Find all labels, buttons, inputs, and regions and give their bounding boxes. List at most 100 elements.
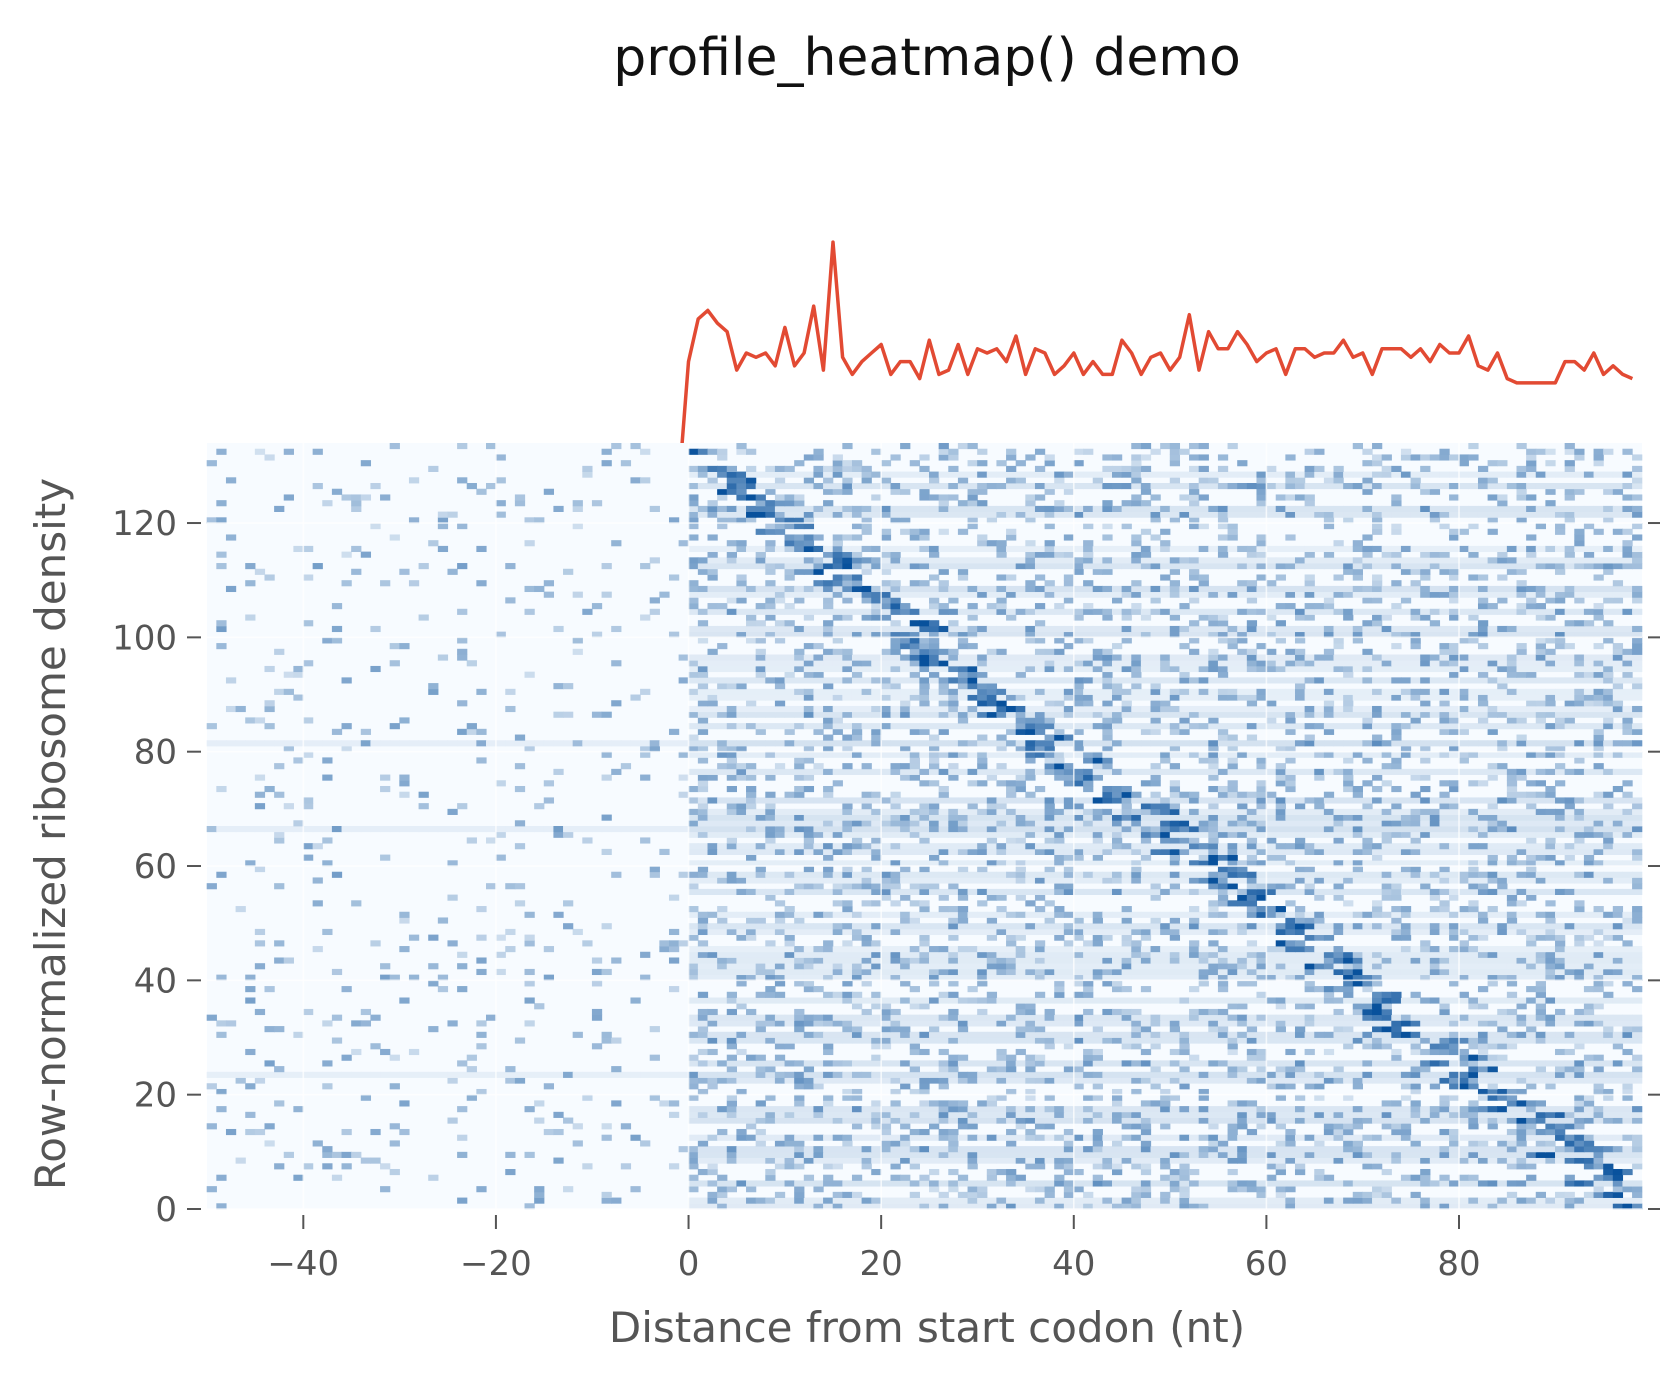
heatmap-cell <box>1439 997 1450 1004</box>
heatmap-cell <box>948 1111 959 1118</box>
heatmap-cell <box>1516 1088 1527 1096</box>
heatmap-cell <box>1516 968 1527 976</box>
heatmap-cell <box>1583 1111 1595 1118</box>
heatmap-cell <box>1449 923 1460 930</box>
heatmap-cell <box>1179 831 1190 838</box>
heatmap-cell <box>1362 963 1373 970</box>
heatmap-cell <box>1487 1088 1498 1096</box>
heatmap-cell <box>1381 1111 1392 1118</box>
heatmap-cell <box>996 968 1007 976</box>
heatmap-cell <box>765 848 776 855</box>
heatmap-cell <box>245 974 256 981</box>
heatmap-cell <box>1506 997 1518 1004</box>
heatmap-cell <box>1054 1197 1065 1204</box>
heatmap-cell <box>765 946 776 953</box>
heatmap-cell <box>1044 1117 1055 1124</box>
heatmap-cell <box>900 997 911 1004</box>
heatmap-cell <box>919 843 930 850</box>
heatmap-cell <box>476 1088 487 1096</box>
heatmap-cell <box>514 883 526 890</box>
heatmap-cell <box>1189 1146 1200 1153</box>
heatmap-cell <box>331 871 343 878</box>
heatmap-cell <box>1015 1026 1026 1033</box>
heatmap-cell <box>1400 1083 1412 1090</box>
heatmap-cell <box>1073 877 1084 884</box>
heatmap-cell <box>649 826 660 833</box>
heatmap-cell <box>1006 877 1017 884</box>
heatmap-cell <box>1622 957 1633 964</box>
heatmap-cell <box>1487 1117 1498 1124</box>
heatmap-cell <box>447 808 458 815</box>
heatmap-cell <box>1372 900 1383 907</box>
heatmap-cell <box>293 1071 304 1078</box>
heatmap-cell <box>1131 820 1142 827</box>
heatmap-cell <box>938 1157 949 1164</box>
heatmap-cell <box>1169 923 1181 930</box>
heatmap-cell <box>871 860 882 867</box>
heatmap-cell <box>1275 843 1286 850</box>
heatmap-cell <box>803 1071 815 1078</box>
heatmap-cell <box>861 1020 872 1027</box>
heatmap-cell <box>977 900 988 907</box>
heatmap-cell <box>977 1060 988 1067</box>
heatmap-cell <box>1198 1111 1209 1118</box>
heatmap-cell <box>823 974 834 981</box>
heatmap-cell <box>1112 1100 1123 1107</box>
heatmap-cell <box>1506 1111 1518 1118</box>
heatmap-cell <box>1352 826 1363 833</box>
heatmap-cell <box>1150 860 1161 867</box>
heatmap-cell <box>1006 814 1017 821</box>
heatmap-cell <box>1237 871 1248 878</box>
heatmap-cell <box>1054 888 1065 895</box>
heatmap-cell <box>1054 997 1065 1004</box>
heatmap-cell <box>996 1048 1007 1056</box>
heatmap-cell <box>1516 1197 1527 1204</box>
heatmap-cell <box>1169 883 1181 890</box>
heatmap-cell <box>1603 848 1614 855</box>
heatmap-cell <box>794 1180 805 1187</box>
heatmap-cell <box>851 934 863 941</box>
heatmap-cell <box>1410 963 1421 970</box>
heatmap-cell <box>832 974 843 981</box>
heatmap-cell <box>1227 866 1238 873</box>
heatmap-cell <box>659 1071 670 1078</box>
heatmap-cell <box>1381 877 1392 884</box>
heatmap-cell <box>322 837 333 844</box>
heatmap-cell <box>1506 1151 1518 1158</box>
heatmap-cell <box>717 1031 728 1038</box>
heatmap-cell <box>360 826 372 833</box>
heatmap-cell <box>1092 1094 1103 1101</box>
heatmap-cell <box>1487 1094 1498 1101</box>
heatmap-cell <box>1526 1197 1537 1204</box>
heatmap-cell <box>1497 820 1508 827</box>
heatmap-cell <box>813 963 824 970</box>
heatmap-cell <box>1458 940 1469 947</box>
heatmap-cell <box>1285 951 1296 958</box>
heatmap-cell <box>1208 1031 1219 1038</box>
heatmap-cell <box>1343 814 1354 821</box>
heatmap-cell <box>1217 1180 1229 1187</box>
heatmap-cell <box>1555 814 1566 821</box>
heatmap-cell <box>1391 923 1402 930</box>
heatmap-cell <box>1112 1060 1123 1067</box>
heatmap-cell <box>1294 968 1306 976</box>
heatmap-cell <box>919 1014 930 1021</box>
heatmap-cell <box>1034 877 1046 884</box>
heatmap-cell <box>1227 1123 1238 1130</box>
heatmap-cell <box>813 1020 824 1027</box>
heatmap-cell <box>1294 911 1306 918</box>
heatmap-cell <box>1227 820 1238 827</box>
heatmap-cell <box>1275 1191 1286 1198</box>
heatmap-cell <box>967 1186 978 1193</box>
heatmap-cell <box>707 1008 718 1016</box>
heatmap-cell <box>938 946 949 953</box>
heatmap-cell <box>1092 946 1103 953</box>
heatmap-cell <box>1208 1020 1219 1027</box>
heatmap-cell <box>851 946 863 953</box>
heatmap-cell <box>957 1031 969 1038</box>
heatmap-cell <box>765 1060 776 1067</box>
heatmap-cell <box>1169 917 1181 924</box>
heatmap-cell <box>813 820 824 827</box>
heatmap-cell <box>1160 1146 1171 1153</box>
heatmap-cell <box>1044 951 1055 958</box>
